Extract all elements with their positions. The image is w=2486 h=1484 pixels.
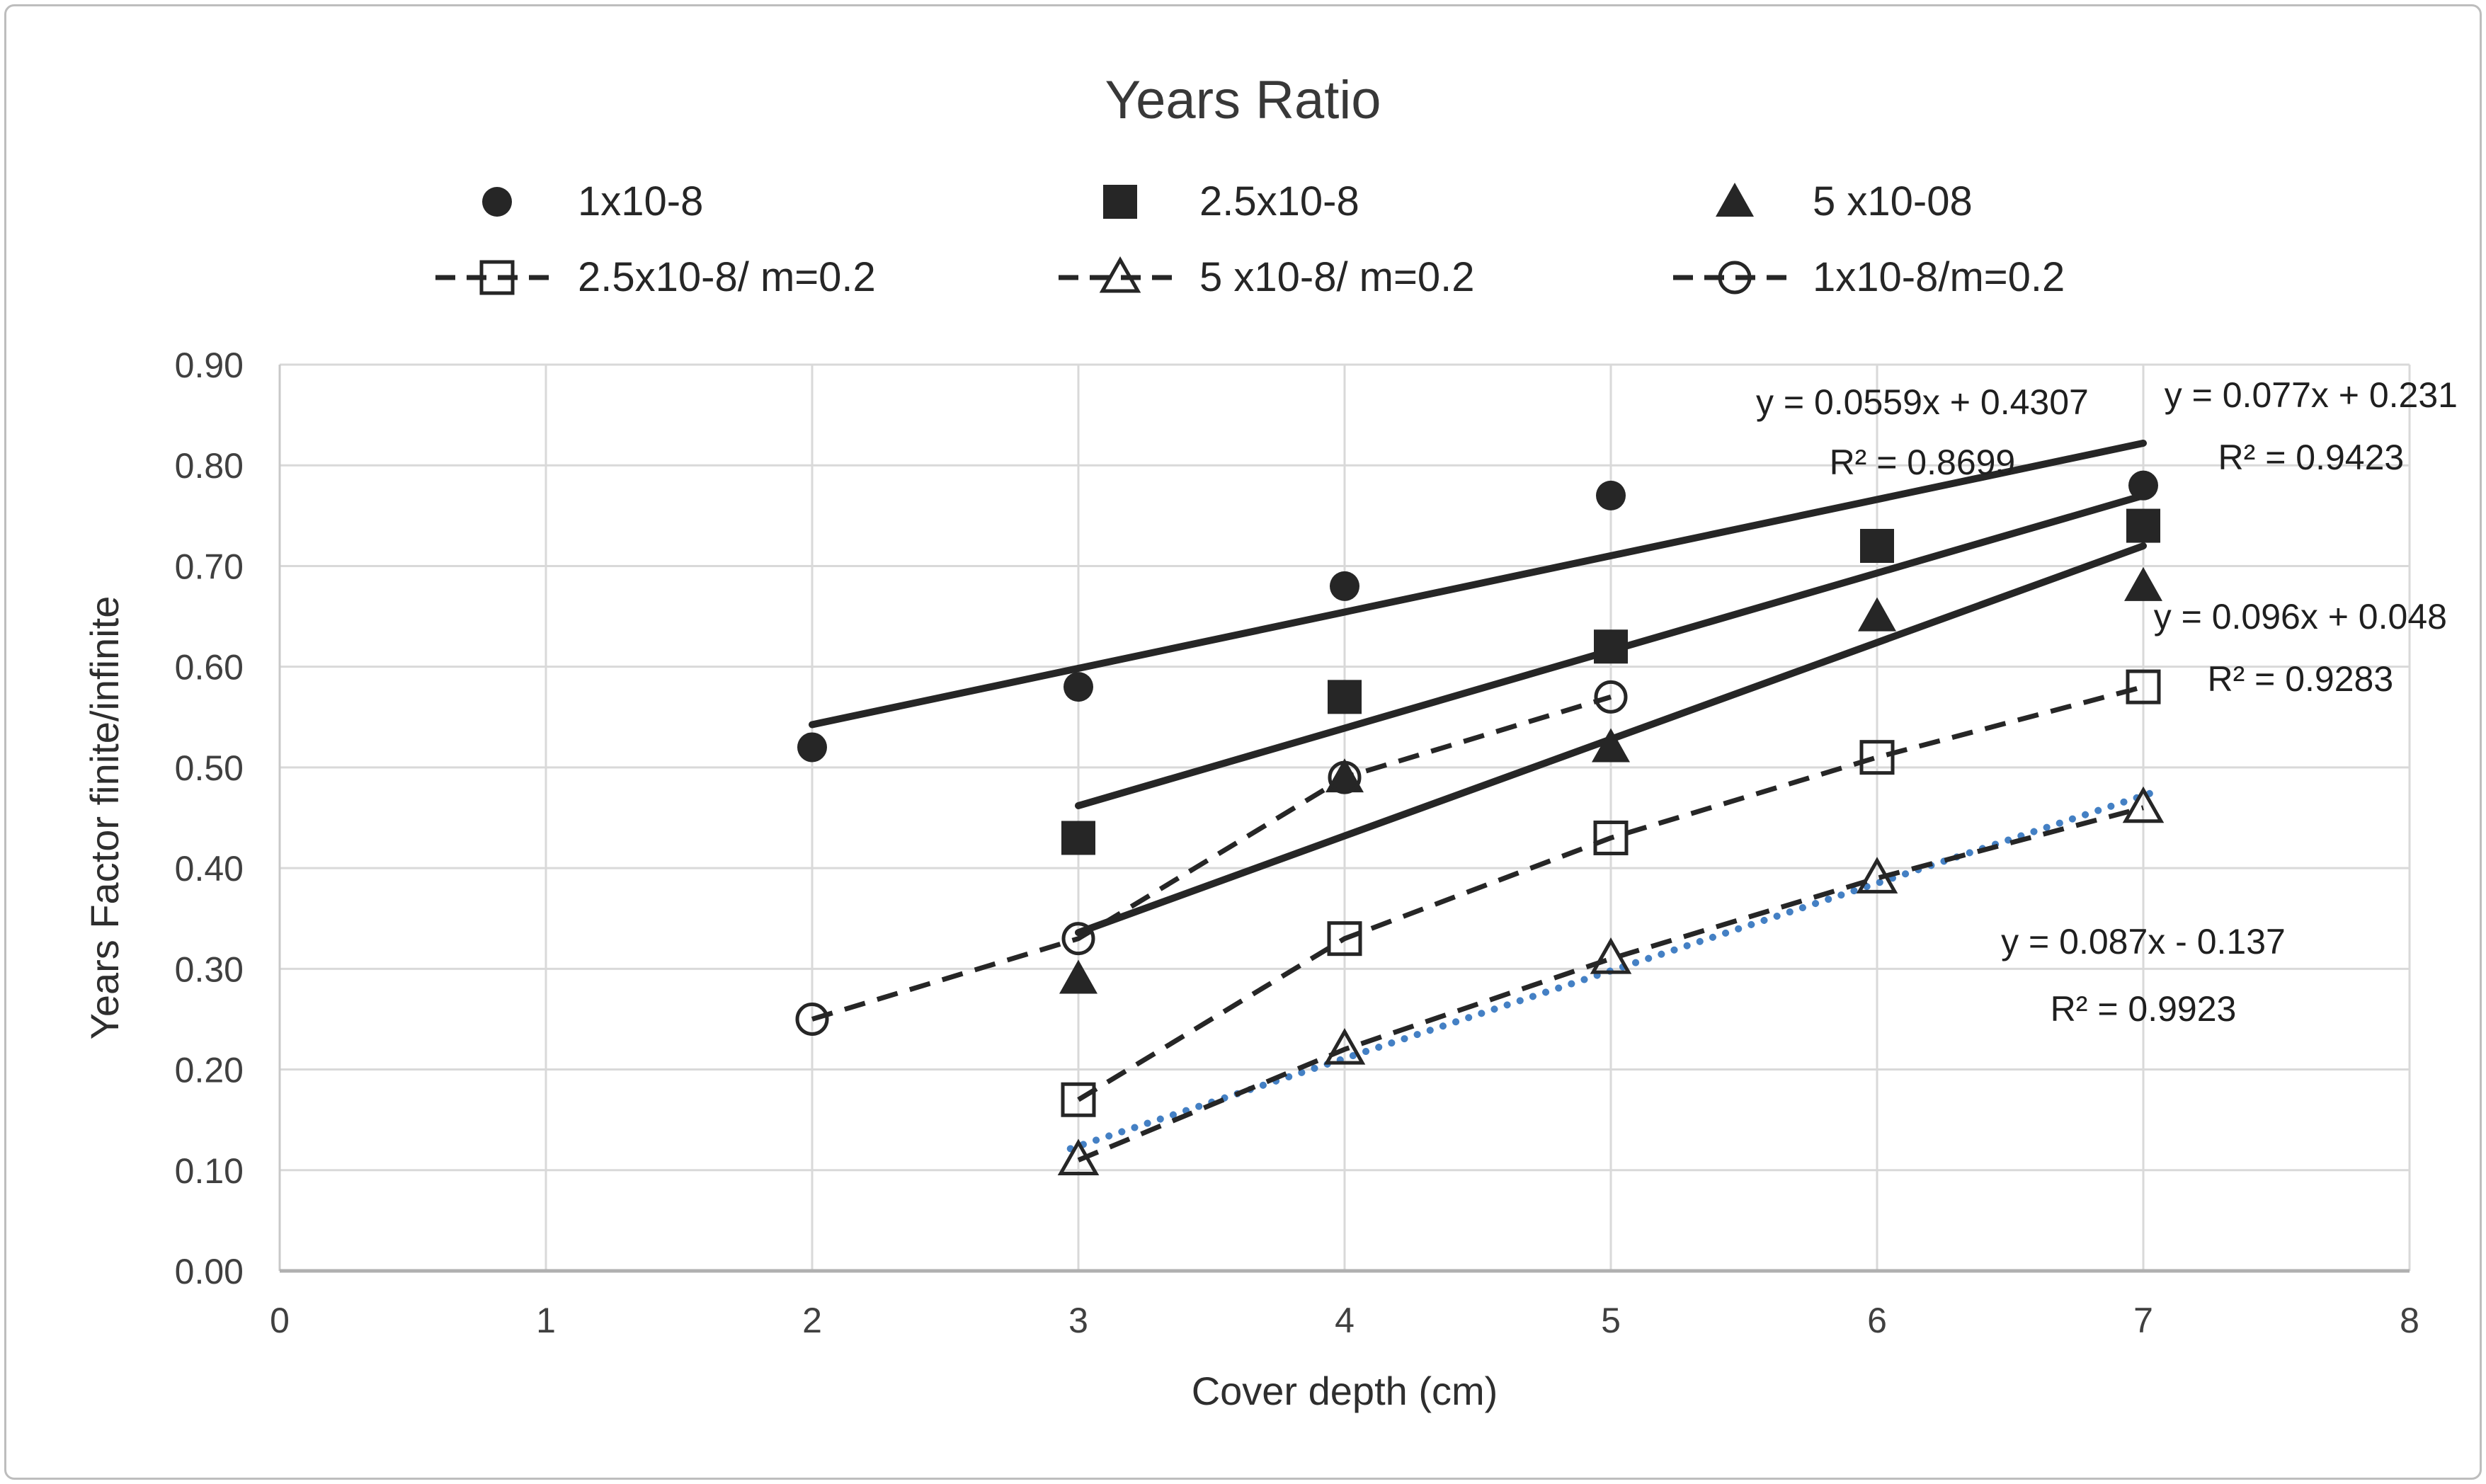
legend-marker-1: [482, 187, 512, 217]
data-point-series-3: [1592, 728, 1630, 763]
data-point-series-4: [2126, 669, 2161, 704]
trendline-1: [809, 439, 2147, 729]
y-tick-label: 0.30: [175, 949, 244, 989]
data-point-series-3: [2124, 566, 2162, 601]
data-point-series-6: [1594, 680, 1628, 714]
trendline-equation-4: y = 0.087x - 0.137: [2001, 921, 2286, 961]
data-point-series-1: [1064, 672, 1093, 702]
data-point-series-2: [1328, 680, 1362, 714]
data-point-series-3: [1325, 758, 1364, 793]
legend-label-5x10-8-m0.2: 5 x10-8/ m=0.2: [1199, 254, 1475, 300]
series-line-4: [1077, 684, 2144, 1102]
legend-marker-5: [1099, 256, 1141, 293]
y-tick-label: 0.40: [175, 849, 244, 889]
y-tick-label: 0.10: [175, 1151, 244, 1191]
legend-label-1x10-8: 1x10-8: [578, 178, 704, 224]
data-point-series-1: [1596, 480, 1626, 510]
x-tick-label: 4: [1335, 1301, 1355, 1340]
y-tick-label: 0.20: [175, 1051, 244, 1090]
data-point-series-2: [1860, 529, 1894, 564]
data-point-series-4: [1327, 921, 1362, 957]
data-point-series-2: [1594, 629, 1628, 664]
trendline-equation-1: y = 0.0559x + 0.4307: [1755, 382, 2089, 422]
x-tick-label: 2: [802, 1301, 822, 1340]
x-tick-label: 7: [2133, 1301, 2153, 1340]
data-point-series-2: [2126, 508, 2160, 543]
data-point-series-5: [1590, 937, 1632, 974]
trendline-r2-1: R² = 0.8699: [1829, 442, 2016, 482]
data-point-series-3: [1059, 959, 1097, 994]
x-tick-label: 1: [536, 1301, 556, 1340]
series-line-6: [811, 694, 1612, 1022]
legend-marker-2: [1103, 185, 1137, 219]
data-point-series-6: [1328, 760, 1362, 794]
legend-label-5x10-08: 5 x10-08: [1813, 178, 1973, 224]
data-point-series-6: [795, 1002, 829, 1036]
legend-marker-6: [1718, 261, 1752, 295]
trendline-equation-3: y = 0.096x + 0.048: [2153, 596, 2447, 637]
data-point-series-4: [1859, 740, 1895, 775]
x-tick-label: 6: [1867, 1301, 1887, 1340]
x-tick-label: 0: [270, 1301, 290, 1340]
y-axis-title: Years Factor finite/infinite: [82, 595, 127, 1040]
legend-marker-4: [479, 260, 515, 295]
data-point-series-5: [1323, 1028, 1366, 1065]
y-tick-label: 0.00: [175, 1252, 244, 1291]
y-tick-label: 0.90: [175, 346, 244, 385]
x-tick-label: 3: [1068, 1301, 1088, 1340]
data-point-series-1: [2128, 470, 2158, 501]
chart-title: Years Ratio: [1105, 70, 1381, 130]
trendline-r2-2: R² = 0.9423: [2218, 437, 2405, 477]
trendline-r2-4: R² = 0.9923: [2050, 989, 2237, 1029]
legend-marker-3: [1716, 183, 1754, 217]
data-point-series-1: [1330, 571, 1359, 601]
y-tick-label: 0.70: [175, 547, 244, 586]
data-point-series-6: [1061, 922, 1095, 956]
data-point-series-4: [1061, 1082, 1096, 1117]
data-point-series-5: [2122, 786, 2165, 823]
y-tick-label: 0.60: [175, 648, 244, 687]
data-point-series-5: [1057, 1138, 1100, 1176]
data-point-series-2: [1061, 821, 1095, 855]
data-point-series-4: [1593, 820, 1629, 855]
data-point-series-3: [1858, 597, 1896, 632]
y-tick-label: 0.50: [175, 748, 244, 788]
x-axis-title: Cover depth (cm): [1191, 1369, 1498, 1413]
y-tick-label: 0.80: [175, 446, 244, 486]
trendline-equation-2: y = 0.077x + 0.231: [2164, 375, 2458, 415]
legend-label-2.5x10-8-m0.2: 2.5x10-8/ m=0.2: [578, 254, 876, 300]
trendline-r2-3: R² = 0.9283: [2207, 658, 2394, 699]
data-point-series-1: [797, 732, 827, 763]
data-point-series-5: [1856, 857, 1898, 894]
x-tick-label: 8: [2400, 1301, 2419, 1340]
x-tick-label: 5: [1601, 1301, 1621, 1340]
legend-label-1x10-8-m0.2: 1x10-8/m=0.2: [1813, 254, 2065, 300]
legend-label-2.5x10-8: 2.5x10-8: [1199, 178, 1359, 224]
